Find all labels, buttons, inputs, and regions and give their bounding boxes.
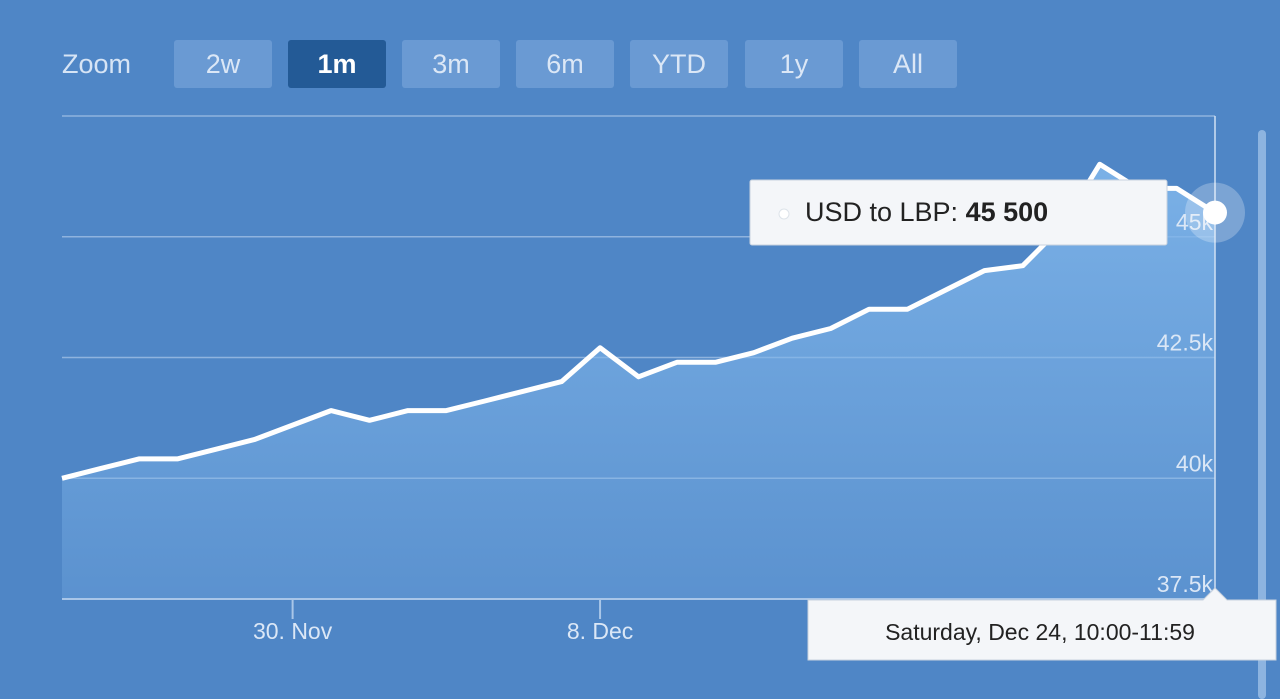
area [62,164,1215,600]
zoom-button[interactable] [516,40,614,88]
zoom-button-label: All [893,49,923,79]
zoom-button[interactable] [745,40,843,88]
zoom-button-label: YTD [652,49,706,79]
zoom-button-label: 3m [432,49,470,79]
tooltip-bullet [778,208,790,220]
zoom-label: Zoom [62,49,131,79]
tooltip-label: USD to LBP: [805,197,958,227]
tooltip-text: USD to LBP: 45 500 [805,197,1048,227]
zoom-button[interactable] [288,40,386,88]
x-tick-label: 8. Dec [567,618,633,644]
zoom-button-label: 1m [317,49,356,79]
line [61,161,1217,481]
zoom-button-label: 6m [546,49,584,79]
scrollbar[interactable] [1258,130,1266,699]
zoom-button[interactable] [630,40,728,88]
hover-point [1203,200,1227,225]
zoom-button[interactable] [859,40,957,88]
zoom-button-label: 2w [206,49,241,79]
tooltip-value: 45 500 [966,197,1049,227]
y-tick-label: 37.5k [1157,571,1214,597]
x-tick-label: 30. Nov [253,618,333,644]
y-tick-label: 42.5k [1157,330,1214,356]
y-tick-label: 40k [1176,450,1214,476]
zoom-button[interactable] [402,40,500,88]
date-tooltip-text: Saturday, Dec 24, 10:00-11:59 [885,619,1195,645]
zoom-button-label: 1y [780,49,809,79]
tooltip-box [749,179,1168,246]
zoom-button[interactable] [174,40,272,88]
date-tooltip-box [807,587,1277,661]
